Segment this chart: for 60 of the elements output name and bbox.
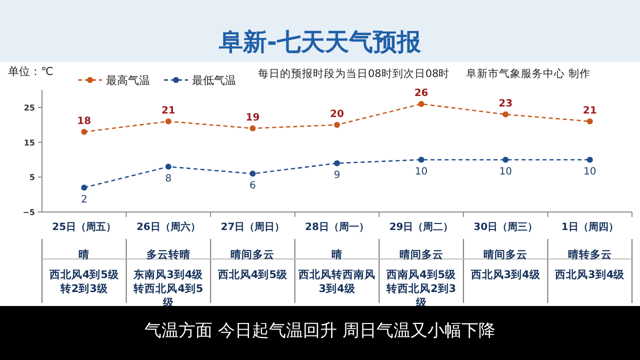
x-tick-label: 26日（周六）	[136, 221, 200, 233]
x-tick-label: 29日（周二）	[389, 221, 454, 233]
data-label: 18	[77, 116, 92, 127]
y-tick-label: 25	[24, 103, 36, 112]
legend-label: 最高气温	[106, 74, 150, 87]
point	[334, 122, 340, 128]
data-label: 23	[498, 98, 513, 110]
data-label: 8	[165, 174, 172, 185]
text: 西北风3到4级	[554, 268, 626, 281]
y-axis-title: 单位：℃	[8, 65, 54, 78]
data-label: 21	[582, 105, 597, 116]
text: 晴	[78, 248, 90, 261]
text: 西北风4到5级转2到3级	[48, 268, 120, 295]
x-tick-label: 1日（周四）	[561, 221, 618, 233]
text: 晴间多云	[484, 248, 528, 261]
y-tick-label: 15	[24, 138, 36, 148]
point	[502, 111, 509, 118]
legend-item: 最高气温	[78, 74, 150, 87]
legend-label: 最低气温	[192, 74, 236, 87]
point	[586, 118, 593, 124]
data-label: 9	[334, 170, 340, 182]
point	[250, 125, 256, 132]
y-tick-label: −5	[22, 208, 36, 217]
point	[418, 100, 424, 107]
point	[250, 170, 256, 177]
data-label: 2	[80, 194, 88, 206]
data-label: 10	[414, 166, 428, 178]
text: 西北风转西南风3到4级	[298, 268, 376, 295]
text: 每日的预报时段为当日08时到次日08时	[258, 67, 450, 80]
text: 西北风3到4级	[470, 268, 542, 281]
text: 多云转晴	[146, 248, 190, 261]
x-tick-label: 28日（周一）	[305, 221, 369, 233]
point	[418, 156, 424, 163]
data-label: 10	[499, 166, 512, 178]
text: 晴转多云	[568, 248, 612, 261]
data-label: 26	[414, 88, 428, 99]
text: 晴间多云	[230, 248, 275, 261]
title: 阜新-七天天气预报	[219, 28, 421, 56]
text: 西北风4到5级	[216, 268, 289, 281]
point	[334, 160, 340, 166]
point	[81, 184, 88, 191]
data-label: 20	[330, 108, 344, 120]
point	[502, 156, 509, 163]
point	[81, 128, 88, 135]
text: 阜新市气象服务中心 制作	[466, 67, 590, 80]
x-tick-label: 30日（周三）	[474, 221, 538, 233]
data-label: 10	[583, 166, 596, 178]
data-label: 19	[246, 112, 260, 124]
text: 气温方面 今日起气温回升 周日气温又小幅下降	[144, 321, 496, 341]
data-label: 21	[161, 105, 176, 116]
point	[165, 118, 172, 124]
legend-item: 最低气温	[164, 74, 236, 87]
x-tick-label: 27日（周日）	[220, 221, 285, 233]
point	[586, 156, 593, 163]
data-label: 6	[250, 180, 256, 192]
text: 晴间多云	[399, 248, 444, 261]
x-tick-label: 25日（周五）	[52, 221, 116, 233]
point	[165, 164, 172, 170]
y-tick-label: 5	[29, 173, 36, 182]
text: 晴	[332, 248, 342, 261]
